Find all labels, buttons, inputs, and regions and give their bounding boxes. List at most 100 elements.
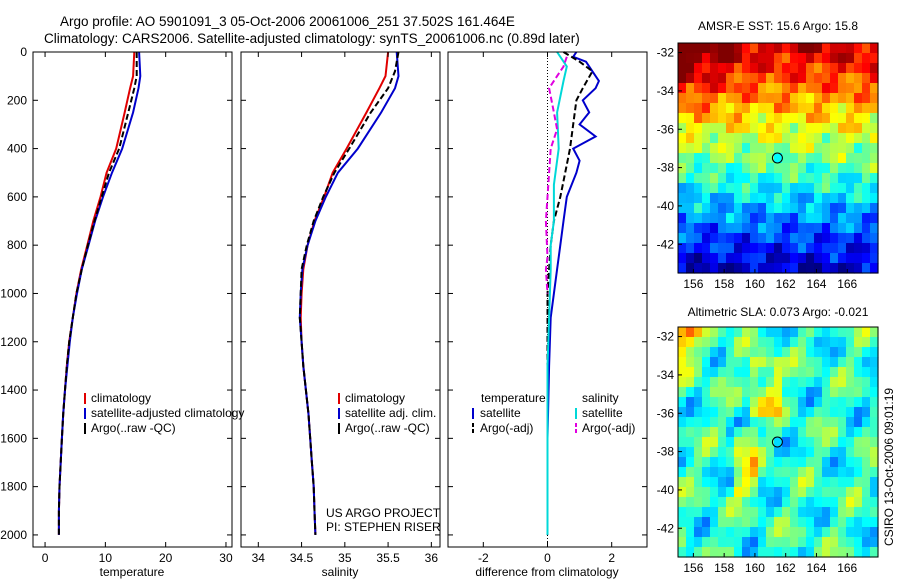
heatmap-cell	[838, 517, 847, 528]
heatmap-cell	[686, 183, 695, 194]
heatmap-cell	[694, 447, 703, 458]
heatmap-cell	[854, 123, 863, 134]
heatmap-cell	[854, 447, 863, 458]
heatmap-cell	[870, 337, 879, 348]
heatmap-cell	[734, 347, 743, 358]
heatmap-cell	[694, 327, 703, 338]
heatmap-cell	[726, 427, 735, 438]
heatmap-cell	[806, 133, 815, 144]
heatmap-cell	[758, 83, 767, 94]
heatmap-cell	[702, 253, 711, 264]
heatmap-cell	[790, 427, 799, 438]
heatmap-cell	[742, 537, 751, 548]
heatmap-cell	[742, 437, 751, 448]
heatmap-cell	[742, 223, 751, 234]
heatmap-cell	[838, 203, 847, 214]
heatmap-cell	[790, 63, 799, 74]
heatmap-cell	[774, 377, 783, 388]
heatmap-cell	[798, 427, 807, 438]
heatmap-cell	[782, 243, 791, 254]
heatmap-cell	[766, 347, 775, 358]
series-line-argo-raw-qc	[298, 51, 400, 535]
heatmap-cell	[702, 437, 711, 448]
heatmap-cell	[782, 183, 791, 194]
heatmap-cell	[814, 477, 823, 488]
heatmap-cell	[686, 387, 695, 398]
heatmap-cell	[814, 337, 823, 348]
heatmap-cell	[694, 517, 703, 528]
x-tick-label: 20	[159, 551, 173, 565]
heatmap-cell	[790, 487, 799, 498]
y-tick-label: -34	[657, 84, 675, 98]
heatmap-cell	[870, 213, 879, 224]
heatmap-cell	[750, 477, 759, 488]
heatmap-cell	[686, 367, 695, 378]
heatmap-cell	[726, 507, 735, 518]
heatmap-cell	[774, 213, 783, 224]
heatmap-cell	[870, 427, 879, 438]
heatmap-cell	[702, 477, 711, 488]
heatmap-cell	[798, 487, 807, 498]
heatmap-cell	[822, 377, 831, 388]
heatmap-cell	[702, 447, 711, 458]
heatmap-cell	[870, 397, 879, 408]
heatmap-cell	[678, 153, 687, 164]
heatmap-cell	[750, 163, 759, 174]
heatmap-cell	[790, 387, 799, 398]
heatmap-cell	[694, 253, 703, 264]
heatmap-cell	[838, 73, 847, 84]
heatmap-cell	[774, 487, 783, 498]
heatmap-cell	[806, 63, 815, 74]
heatmap-cell	[806, 243, 815, 254]
heatmap-cell	[830, 133, 839, 144]
heatmap-cell	[766, 133, 775, 144]
heatmap-cell	[798, 223, 807, 234]
y-tick-label: 800	[7, 238, 27, 252]
heatmap-cell	[734, 467, 743, 478]
heatmap-cell	[710, 547, 719, 558]
heatmap-cell	[830, 397, 839, 408]
heatmap-cell	[766, 123, 775, 134]
heatmap-cell	[830, 337, 839, 348]
heatmap-cell	[790, 173, 799, 184]
heatmap-cell	[678, 113, 687, 124]
heatmap-cell	[790, 537, 799, 548]
heatmap-cell	[678, 83, 687, 94]
heatmap-cell	[806, 193, 815, 204]
y-tick-label: 1400	[0, 383, 27, 397]
heatmap-cell	[838, 367, 847, 378]
heatmap-cell	[742, 243, 751, 254]
heatmap-cell	[758, 437, 767, 448]
heatmap-cell	[782, 437, 791, 448]
heatmap-cell	[814, 243, 823, 254]
heatmap-cell	[814, 327, 823, 338]
heatmap-cell	[846, 53, 855, 64]
heatmap-cell	[718, 123, 727, 134]
heatmap-cell	[702, 223, 711, 234]
heatmap-cell	[686, 537, 695, 548]
heatmap-cell	[678, 133, 687, 144]
heatmap-cell	[766, 437, 775, 448]
heatmap-cell	[846, 377, 855, 388]
heatmap-cell	[734, 153, 743, 164]
heatmap-cell	[822, 153, 831, 164]
heatmap-cell	[790, 53, 799, 64]
heatmap-cell	[854, 467, 863, 478]
heatmap-cell	[710, 53, 719, 64]
heatmap-cell	[798, 123, 807, 134]
heatmap-cell	[854, 73, 863, 84]
heatmap-cell	[750, 203, 759, 214]
heatmap-cell	[758, 213, 767, 224]
heatmap-cell	[766, 243, 775, 254]
heatmap-cell	[870, 497, 879, 508]
heatmap-cell	[758, 173, 767, 184]
heatmap-cell	[694, 437, 703, 448]
heatmap-cell	[854, 223, 863, 234]
x-tick-label: 164	[806, 277, 826, 291]
heatmap-cell	[774, 143, 783, 154]
heatmap-cell	[718, 183, 727, 194]
heatmap-cell	[822, 547, 831, 558]
series-line-salinity-satellite	[546, 51, 568, 535]
heatmap-cell	[798, 53, 807, 64]
heatmap-cell	[862, 203, 871, 214]
